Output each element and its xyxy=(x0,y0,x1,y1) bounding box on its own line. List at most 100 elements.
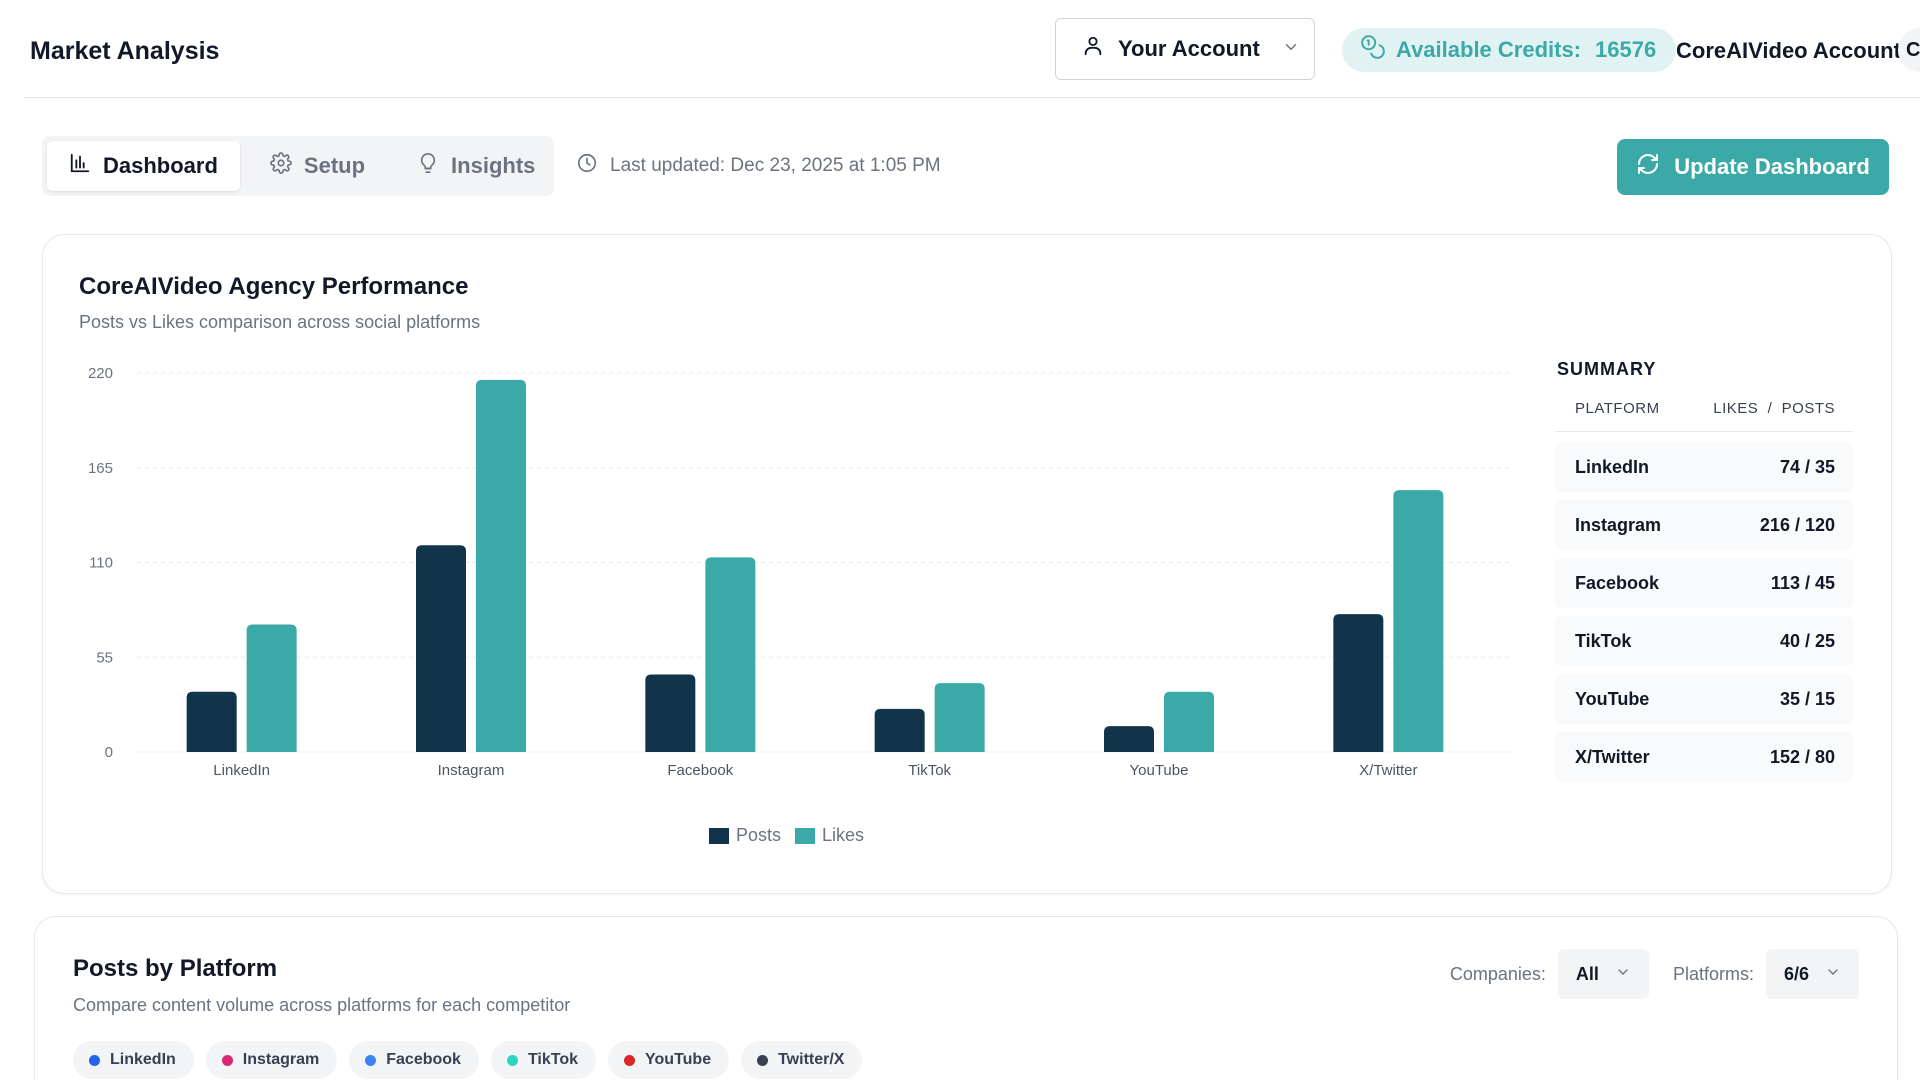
platforms-label: Platforms: xyxy=(1672,963,1754,984)
account-dropdown-button[interactable]: Your Account xyxy=(1055,18,1315,80)
credits-label: Available Credits: xyxy=(1396,37,1582,62)
y-tick-label: 165 xyxy=(88,460,113,477)
bar-likes-xtwitter[interactable] xyxy=(1393,490,1444,752)
last-updated: Last updated: Dec 23, 2025 at 1:05 PM xyxy=(576,152,941,180)
y-tick-label: 0 xyxy=(105,744,113,761)
summary-row: LinkedIn 74 / 35 xyxy=(1555,442,1853,492)
lightbulb-icon xyxy=(417,152,439,180)
summary-rows: LinkedIn 74 / 35 Instagram 216 / 120 Faceb… xyxy=(1555,442,1853,782)
legend-swatch-posts xyxy=(709,827,729,844)
bar-likes-tiktok[interactable] xyxy=(934,683,985,752)
posts-title: Posts by Platform xyxy=(73,955,278,982)
user-icon xyxy=(1082,35,1104,63)
gear-icon xyxy=(270,152,292,180)
bar-posts-youtube[interactable] xyxy=(1104,726,1154,752)
summary-row: TikTok 40 / 25 xyxy=(1555,616,1853,666)
legend-swatch-likes xyxy=(795,827,816,844)
summary-col-values: LIKES / POSTS xyxy=(1713,400,1835,417)
platforms-select[interactable]: 6/6 xyxy=(1765,949,1859,999)
chip-twitter-x[interactable]: Twitter/X xyxy=(741,1041,863,1079)
summary-value: 152 / 80 xyxy=(1769,746,1835,767)
companies-select[interactable]: All xyxy=(1557,949,1649,999)
legend-label: Posts xyxy=(736,825,782,845)
summary-row: Instagram 216 / 120 xyxy=(1555,500,1853,550)
bar-likes-youtube[interactable] xyxy=(1164,691,1214,752)
summary-header: PLATFORM LIKES / POSTS xyxy=(1555,400,1853,432)
x-tick-label: X/Twitter xyxy=(1359,762,1417,779)
bar-chart-icon xyxy=(69,152,91,180)
chip-instagram[interactable]: Instagram xyxy=(205,1041,338,1079)
bar-likes-facebook[interactable] xyxy=(705,557,756,752)
bar-posts-tiktok[interactable] xyxy=(874,708,925,752)
bar-posts-linkedin[interactable] xyxy=(186,691,237,752)
chart-legend: Posts Likes xyxy=(709,825,864,846)
summary-platform: Instagram xyxy=(1575,514,1662,535)
bar-posts-facebook[interactable] xyxy=(645,674,696,752)
summary-value: 35 / 15 xyxy=(1779,688,1835,709)
summary-row: Facebook 113 / 45 xyxy=(1555,558,1853,608)
summary-platform: YouTube xyxy=(1575,688,1650,709)
chip-label: YouTube xyxy=(645,1051,712,1068)
top-header: Market Analysis Your Account Available C… xyxy=(24,0,1920,98)
summary-panel: SUMMARY PLATFORM LIKES / POSTS LinkedIn 7… xyxy=(1555,359,1853,782)
summary-value: 40 / 25 xyxy=(1779,630,1835,651)
performance-title: CoreAIVideo Agency Performance xyxy=(79,273,469,300)
chip-label: Twitter/X xyxy=(778,1051,845,1068)
posts-subtitle: Compare content volume across platforms … xyxy=(73,995,571,1015)
bar-likes-instagram[interactable] xyxy=(476,379,526,752)
summary-title: SUMMARY xyxy=(1557,359,1657,379)
performance-card: CoreAIVideo Agency Performance Posts vs … xyxy=(42,234,1892,894)
chip-tiktok[interactable]: TikTok xyxy=(490,1041,597,1079)
legend-item-likes[interactable]: Likes xyxy=(795,825,864,846)
chip-dot xyxy=(506,1054,518,1066)
chip-dot xyxy=(624,1054,636,1066)
y-tick-label: 55 xyxy=(96,649,113,666)
legend-label: Likes xyxy=(822,825,865,845)
summary-col-platform: PLATFORM xyxy=(1575,400,1660,417)
bar-posts-instagram[interactable] xyxy=(416,545,466,752)
chevron-down-icon xyxy=(1282,36,1300,62)
coins-icon xyxy=(1360,34,1386,66)
summary-platform: TikTok xyxy=(1575,630,1632,651)
bar-posts-xtwitter[interactable] xyxy=(1333,614,1384,752)
summary-value: 113 / 45 xyxy=(1770,572,1835,593)
summary-row: X/Twitter 152 / 80 xyxy=(1555,732,1853,782)
view-tabs: Dashboard Setup Insights xyxy=(42,136,554,196)
summary-value: 216 / 120 xyxy=(1759,514,1835,535)
bar-likes-linkedin[interactable] xyxy=(246,624,297,752)
credits-badge: Available Credits: 16576 xyxy=(1342,28,1677,72)
tab-label: Insights xyxy=(451,153,536,178)
tab-setup[interactable]: Setup xyxy=(248,141,387,191)
chip-dot xyxy=(757,1054,769,1066)
refresh-icon xyxy=(1636,152,1660,182)
chip-linkedin[interactable]: LinkedIn xyxy=(73,1041,194,1079)
summary-platform: LinkedIn xyxy=(1575,456,1650,477)
performance-subtitle: Posts vs Likes comparison across social … xyxy=(79,312,481,332)
chevron-down-icon xyxy=(1615,964,1631,985)
chip-label: Facebook xyxy=(386,1051,461,1068)
companies-value: All xyxy=(1575,963,1599,984)
x-tick-label: TikTok xyxy=(908,762,951,779)
chip-youtube[interactable]: YouTube xyxy=(608,1041,730,1079)
chevron-down-icon xyxy=(1825,964,1841,985)
summary-value: 74 / 35 xyxy=(1779,456,1835,477)
clock-icon xyxy=(576,152,598,180)
chip-dot xyxy=(89,1054,100,1066)
x-tick-label: LinkedIn xyxy=(213,762,270,779)
avatar[interactable]: CA xyxy=(1898,28,1920,72)
platform-chips: LinkedIn Instagram Facebook TikTok YouTu… xyxy=(73,1041,863,1079)
account-name: CoreAIVideo Account xyxy=(1676,38,1901,63)
tab-dashboard[interactable]: Dashboard xyxy=(47,141,240,191)
tab-insights[interactable]: Insights xyxy=(395,141,557,191)
y-tick-label: 220 xyxy=(88,365,113,382)
update-dashboard-button[interactable]: Update Dashboard xyxy=(1617,139,1889,195)
tab-label: Setup xyxy=(303,153,366,178)
bar-chart: 0 55 110 165 220 LinkedIn Instagram Facebook Tik… xyxy=(88,365,1513,779)
page-title: Market Analysis xyxy=(30,37,220,65)
chip-facebook[interactable]: Facebook xyxy=(349,1041,479,1079)
chip-label: Instagram xyxy=(242,1051,320,1068)
platforms-value: 6/6 xyxy=(1783,963,1809,984)
legend-item-posts[interactable]: Posts xyxy=(709,825,781,846)
companies-label: Companies: xyxy=(1449,963,1546,984)
chip-label: TikTok xyxy=(527,1051,579,1068)
